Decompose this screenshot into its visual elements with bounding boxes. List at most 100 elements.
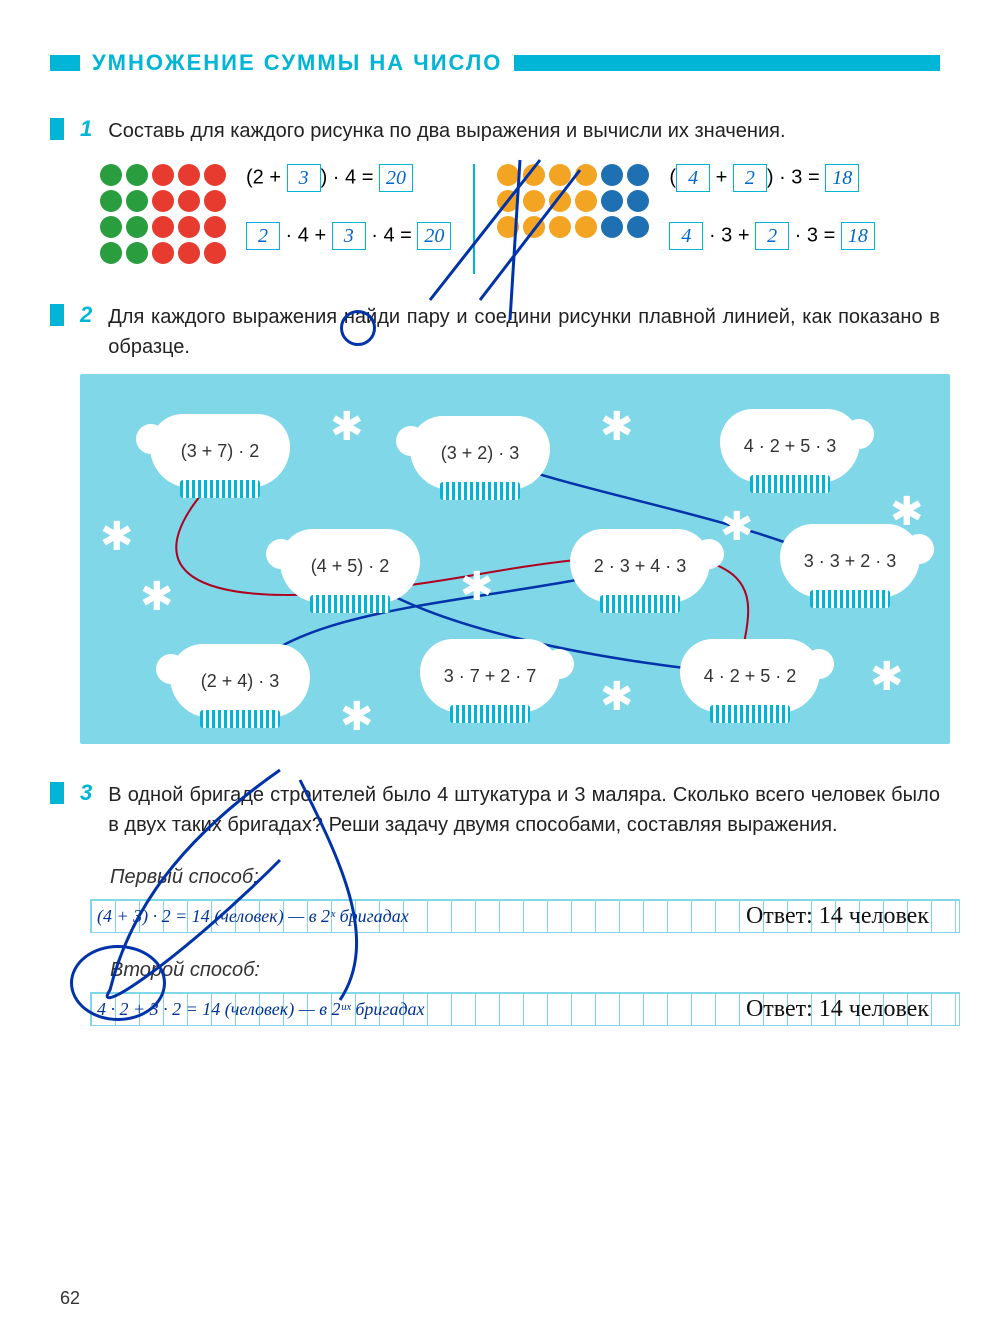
dot — [100, 190, 122, 212]
mitten-cuff — [450, 705, 530, 723]
dot — [126, 216, 148, 238]
task-2: 2 Для каждого выражения найди пару и сое… — [50, 302, 940, 744]
dot — [601, 190, 623, 212]
answer-box: 3 — [287, 164, 321, 192]
task-2-text: Для каждого выражения найди пару и соеди… — [108, 302, 940, 362]
snowflake-icon: ✱ — [460, 564, 494, 610]
task-3-text: В одной бригаде строителей было 4 штукат… — [108, 780, 940, 840]
dot — [601, 164, 623, 186]
task-2-number: 2 — [80, 302, 92, 328]
mitten-cuff — [440, 482, 520, 500]
answer-grid-1: (4 + 3) · 2 = 14 (человек) — в 2ˣ бригад… — [90, 899, 960, 933]
method-2-answer: Ответ: 14 человек — [746, 996, 929, 1023]
dot — [497, 216, 519, 238]
answer-grid-2: 4 · 2 + 3 · 2 = 14 (человек) — в 2ᵘˣ бри… — [90, 992, 960, 1026]
task-1-content: (2 + 3) · 4 = 20 2 · 4 + 3 · 4 = 20 (4 +… — [100, 164, 940, 274]
dot — [627, 164, 649, 186]
dot — [575, 216, 597, 238]
dot — [575, 164, 597, 186]
task-3-number: 3 — [80, 780, 92, 806]
section-title-bar: УМНОЖЕНИЕ СУММЫ НА ЧИСЛО — [50, 50, 940, 76]
task-tick-icon — [50, 118, 64, 140]
dot — [204, 190, 226, 212]
dot — [204, 164, 226, 186]
dot — [497, 164, 519, 186]
answer-box: 18 — [841, 222, 875, 250]
eq-text: ) · 4 = — [321, 166, 379, 188]
dot — [126, 242, 148, 264]
vertical-divider — [473, 164, 475, 274]
dot — [204, 216, 226, 238]
dot — [126, 190, 148, 212]
answer-box: 18 — [825, 164, 859, 192]
dot — [152, 216, 174, 238]
task-3: 3 В одной бригаде строителей было 4 штук… — [50, 780, 940, 1026]
answer-box: 4 — [669, 222, 703, 250]
mitten-expression: (3 + 7) · 2 — [150, 414, 290, 488]
dot-grid-right — [497, 164, 651, 240]
dot — [152, 242, 174, 264]
snowflake-icon: ✱ — [870, 654, 904, 700]
task-2-header: 2 Для каждого выражения найди пару и сое… — [50, 302, 940, 362]
page-number: 62 — [60, 1288, 80, 1309]
dot — [100, 164, 122, 186]
task-1-number: 1 — [80, 116, 92, 142]
mitten-expression: 4 · 2 + 5 · 2 — [680, 639, 820, 713]
dot — [152, 164, 174, 186]
snowflake-icon: ✱ — [140, 574, 174, 620]
mitten-cuff — [750, 475, 830, 493]
mitten-cuff — [200, 710, 280, 728]
section-title: УМНОЖЕНИЕ СУММЫ НА ЧИСЛО — [92, 50, 502, 76]
answer-box: 4 — [676, 164, 710, 192]
snowflake-icon: ✱ — [720, 504, 754, 550]
dot — [523, 164, 545, 186]
dot — [523, 190, 545, 212]
dot — [178, 190, 200, 212]
eq-right-1: (4 + 2) · 3 = 18 — [669, 164, 874, 192]
mitten-expression: 4 · 2 + 5 · 3 — [720, 409, 860, 483]
eq-text: ) · 3 = — [767, 166, 825, 188]
mitten-expression: (3 + 2) · 3 — [410, 416, 550, 490]
dot — [523, 216, 545, 238]
mitten-expression: 2 · 3 + 4 · 3 — [570, 529, 710, 603]
task-1-header: 1 Составь для каждого рисунка по два выр… — [50, 116, 940, 146]
eq-text: (2 + — [246, 166, 287, 188]
snowflake-icon: ✱ — [330, 404, 364, 450]
eq-left-2: 2 · 4 + 3 · 4 = 20 — [246, 222, 451, 250]
eq-text: · 3 = — [789, 224, 841, 246]
dot — [601, 216, 623, 238]
dot — [497, 190, 519, 212]
eq-text: ( — [669, 166, 676, 188]
task-1: 1 Составь для каждого рисунка по два выр… — [50, 116, 940, 274]
answer-box: 20 — [417, 222, 451, 250]
snowflake-icon: ✱ — [340, 694, 374, 740]
dot — [549, 190, 571, 212]
answer-box: 3 — [332, 222, 366, 250]
mitten-expression: (2 + 4) · 3 — [170, 644, 310, 718]
dot — [178, 242, 200, 264]
task-1-text: Составь для каждого рисунка по два выраж… — [108, 116, 785, 146]
answer-box: 2 — [755, 222, 789, 250]
mitten-cuff — [180, 480, 260, 498]
snowflake-icon: ✱ — [600, 674, 634, 720]
mitten-expression: 3 · 3 + 2 · 3 — [780, 524, 920, 598]
eq-text: · 3 + — [703, 224, 755, 246]
dot — [100, 216, 122, 238]
dot — [549, 164, 571, 186]
eq-right-2: 4 · 3 + 2 · 3 = 18 — [669, 222, 874, 250]
method-2-label: Второй способ: — [110, 959, 940, 982]
equations-left: (2 + 3) · 4 = 20 2 · 4 + 3 · 4 = 20 — [246, 164, 451, 250]
method-1-answer: Ответ: 14 человек — [746, 903, 929, 930]
mitten-expression: (4 + 5) · 2 — [280, 529, 420, 603]
dot — [178, 164, 200, 186]
dot — [627, 190, 649, 212]
task-3-header: 3 В одной бригаде строителей было 4 штук… — [50, 780, 940, 840]
method-1-label: Первый способ: — [110, 866, 940, 889]
answer-box: 2 — [733, 164, 767, 192]
answer-box: 2 — [246, 222, 280, 250]
mitten-cuff — [310, 595, 390, 613]
task-tick-icon — [50, 782, 64, 804]
dot — [100, 242, 122, 264]
dot — [204, 242, 226, 264]
mitten-matching-area: ✱✱✱✱✱✱✱✱✱✱(3 + 7) · 2(3 + 2) · 34 · 2 + … — [80, 374, 950, 744]
